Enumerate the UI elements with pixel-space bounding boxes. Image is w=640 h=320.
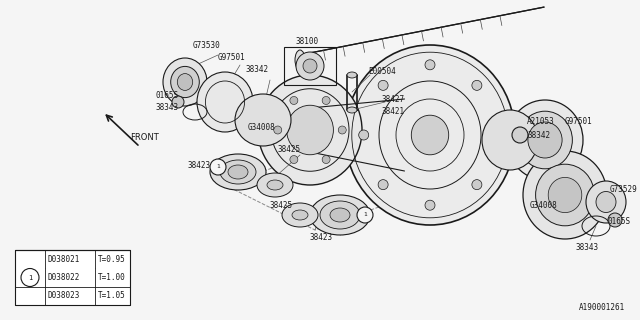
Ellipse shape [303,59,317,73]
Text: A21053: A21053 [527,117,555,126]
Ellipse shape [197,72,253,132]
Ellipse shape [492,130,501,140]
Text: G34008: G34008 [530,201,557,210]
Ellipse shape [163,58,207,106]
Text: G97501: G97501 [565,117,593,126]
Ellipse shape [177,74,193,90]
Text: 38423: 38423 [188,161,211,170]
Ellipse shape [339,126,346,134]
Text: 38100: 38100 [295,37,318,46]
Ellipse shape [322,156,330,164]
Ellipse shape [523,151,607,239]
Ellipse shape [171,67,199,98]
Ellipse shape [287,105,333,155]
Text: T=1.00: T=1.00 [98,273,125,282]
Ellipse shape [235,94,291,146]
Ellipse shape [472,80,482,90]
Ellipse shape [21,268,39,286]
Ellipse shape [320,201,360,229]
Ellipse shape [296,52,324,80]
Text: 0165S: 0165S [607,218,630,227]
Text: 38343: 38343 [575,244,598,252]
Text: 38342: 38342 [527,131,550,140]
Text: FRONT: FRONT [130,132,159,141]
Text: 38425: 38425 [278,146,301,155]
Ellipse shape [274,126,282,134]
Text: 1: 1 [28,275,32,281]
Ellipse shape [290,156,298,164]
Ellipse shape [586,181,626,223]
Bar [284,47,336,85]
Ellipse shape [548,177,582,212]
Text: T=0.95: T=0.95 [98,255,125,264]
Text: 1: 1 [363,212,367,218]
Text: 1: 1 [216,164,220,170]
Ellipse shape [257,173,293,197]
Text: G73530: G73530 [193,41,221,50]
Ellipse shape [357,207,373,223]
Ellipse shape [258,75,362,185]
Text: 38342: 38342 [245,66,268,75]
Text: G34008: G34008 [248,123,276,132]
Ellipse shape [292,210,308,220]
Ellipse shape [228,165,248,179]
Ellipse shape [507,100,583,180]
Ellipse shape [322,96,330,104]
Ellipse shape [310,195,370,235]
Text: 38421: 38421 [382,108,405,116]
Ellipse shape [518,111,572,169]
Text: 0165S: 0165S [155,91,178,100]
Ellipse shape [378,80,388,90]
Text: E00504: E00504 [368,68,396,76]
Ellipse shape [512,127,528,143]
Text: T=1.05: T=1.05 [98,291,125,300]
Ellipse shape [282,203,318,227]
Ellipse shape [596,191,616,212]
Text: A190001261: A190001261 [579,303,625,313]
Ellipse shape [210,154,266,190]
Ellipse shape [378,180,388,190]
Ellipse shape [482,110,538,170]
Ellipse shape [472,180,482,190]
Ellipse shape [345,45,515,225]
Ellipse shape [347,72,357,78]
Ellipse shape [290,96,298,104]
Ellipse shape [425,200,435,210]
Ellipse shape [347,107,357,113]
Ellipse shape [210,159,226,175]
Ellipse shape [220,160,256,184]
Ellipse shape [172,96,184,108]
Text: G97501: G97501 [218,52,246,61]
Ellipse shape [295,50,305,70]
Text: 38343: 38343 [155,103,178,113]
Text: G73529: G73529 [610,186,637,195]
Ellipse shape [425,60,435,70]
Text: D038023: D038023 [48,291,81,300]
Ellipse shape [358,130,369,140]
Ellipse shape [528,122,562,158]
Ellipse shape [267,180,283,190]
Ellipse shape [536,164,595,226]
Text: 38425: 38425 [270,201,293,210]
Text: 38423: 38423 [310,234,333,243]
Ellipse shape [608,213,622,227]
Ellipse shape [330,208,350,222]
Text: 38427: 38427 [382,95,405,105]
Text: D038022: D038022 [48,273,81,282]
Bar [15,250,130,305]
Ellipse shape [412,115,449,155]
Text: D038021: D038021 [48,255,81,264]
